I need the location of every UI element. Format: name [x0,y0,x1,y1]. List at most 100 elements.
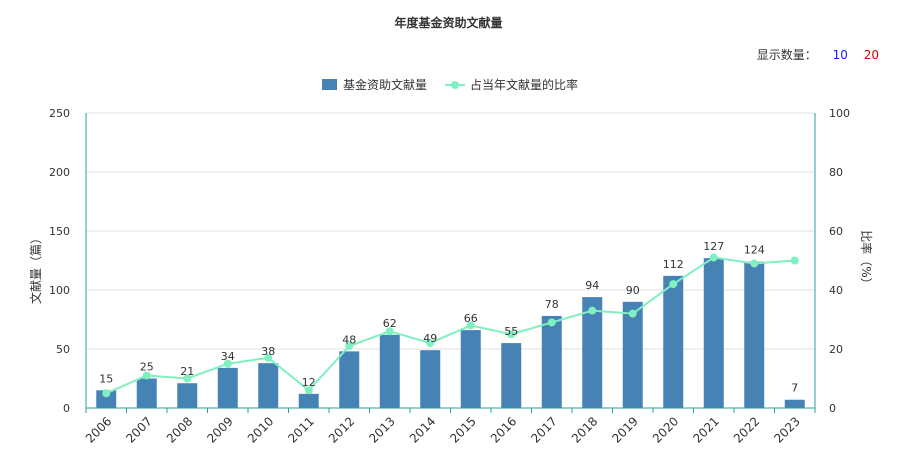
x-tick-label: 2016 [488,414,519,445]
data-labels: 15 25 21 34 38 12 48 62 49 66 55 78 94 90 112 127 124 7 [99,240,798,395]
bar-value-label: 55 [504,325,518,338]
bar-value-label: 34 [221,350,235,363]
ratio-point [223,359,232,368]
x-tick-label: 2006 [83,414,114,445]
ratio-point [385,327,394,336]
legend-line-marker [451,81,459,89]
bar-value-label: 38 [261,345,275,358]
y-right-tick-label: 20 [829,343,843,356]
bar [298,393,319,408]
x-tick-label: 2012 [326,414,357,445]
ratio-point [183,374,192,383]
legend-bar-label: 基金资助文献量 [343,77,427,92]
x-tick-label: 2023 [771,414,802,445]
legend-bar-swatch [322,79,337,90]
bar [177,383,198,408]
bar [339,351,360,408]
legend-line-label: 占当年文献量的比率 [470,77,578,92]
chart-title: 年度基金资助文献量 [394,16,503,30]
bar-value-label: 90 [626,284,640,297]
ratio-point [507,330,516,339]
bar [703,258,724,408]
x-tick-label: 2008 [164,414,195,445]
ratio-point [588,306,597,315]
x-tick-label: 2019 [609,414,640,445]
x-tick-label: 2013 [366,414,397,445]
bar [663,275,684,408]
legend[interactable]: 基金资助文献量 占当年文献量的比率 [322,77,578,92]
bar [96,390,117,408]
bar-value-label: 49 [423,332,437,345]
ratio-point [790,256,799,265]
bar [420,350,441,408]
ratio-point [102,389,111,398]
bar [501,343,522,408]
y-right-tick-label: 40 [829,284,843,297]
display-count-option-10[interactable]: 10 [832,48,848,62]
bar-value-label: 25 [140,361,154,374]
ratio-point [750,259,759,268]
x-tick-label: 2007 [123,414,154,445]
bar-value-label: 66 [464,312,478,325]
bar [258,363,279,408]
y-left-tick-label: 200 [49,166,70,179]
y-right-tick-label: 100 [829,107,850,120]
bar [784,399,805,408]
x-tick-label: 2011 [285,414,316,445]
x-tick-label: 2010 [245,414,276,445]
bar [379,334,400,408]
ratio-point [669,280,678,289]
x-tick-label: 2022 [731,414,762,445]
y-left-tick-label: 0 [63,402,70,415]
bar-series [96,258,805,408]
x-tick-label: 2017 [528,414,559,445]
bar [460,330,481,408]
bar [541,315,562,408]
y-left-tick-label: 100 [49,284,70,297]
axes: 0 50 100 150 200 250 0 20 40 60 80 100 2006 2007 2008 2… [49,107,850,446]
bar-value-label: 12 [302,376,316,389]
x-tick-label: 2015 [447,414,478,445]
ratio-point [466,321,475,330]
x-tick-label: 2021 [690,414,721,445]
bar-value-label: 112 [663,258,684,271]
bar-value-label: 48 [342,333,356,346]
bar [136,378,157,408]
y-left-tick-label: 150 [49,225,70,238]
display-count-option-20[interactable]: 20 [863,48,879,62]
ratio-point [304,386,313,395]
x-tick-label: 2020 [650,414,681,445]
bar-value-label: 15 [99,372,113,385]
ratio-point [345,342,354,351]
ratio-point [426,339,435,348]
y-right-tick-label: 60 [829,225,843,238]
gridlines [86,112,815,350]
x-tick-label: 2018 [569,414,600,445]
y-left-tick-label: 50 [56,343,70,356]
display-count-selector: 显示数量： 10 20 [757,46,879,63]
line-series [102,253,799,398]
y-right-tick-label: 80 [829,166,843,179]
bar [744,261,765,408]
y-axis-right-title: 比率（%） [859,230,874,289]
bar-value-label: 7 [791,382,798,395]
ratio-point [628,309,637,318]
bar-value-label: 78 [545,298,559,311]
y-axis-left-title: 文献量（篇） [28,232,43,304]
bar-value-label: 94 [585,279,599,292]
display-count-label: 显示数量： [756,48,817,62]
ratio-point [142,371,151,380]
bar-value-label: 62 [383,317,397,330]
bar [582,297,603,408]
x-tick-label: 2014 [407,414,438,445]
x-tick-label: 2009 [204,414,235,445]
bar-value-label: 124 [744,244,765,257]
ratio-point [264,353,273,362]
bar [217,367,238,408]
ratio-line [105,256,795,395]
bar-value-label: 21 [180,365,194,378]
bar [622,301,643,408]
y-left-tick-label: 250 [49,107,70,120]
ratio-point [547,318,556,327]
